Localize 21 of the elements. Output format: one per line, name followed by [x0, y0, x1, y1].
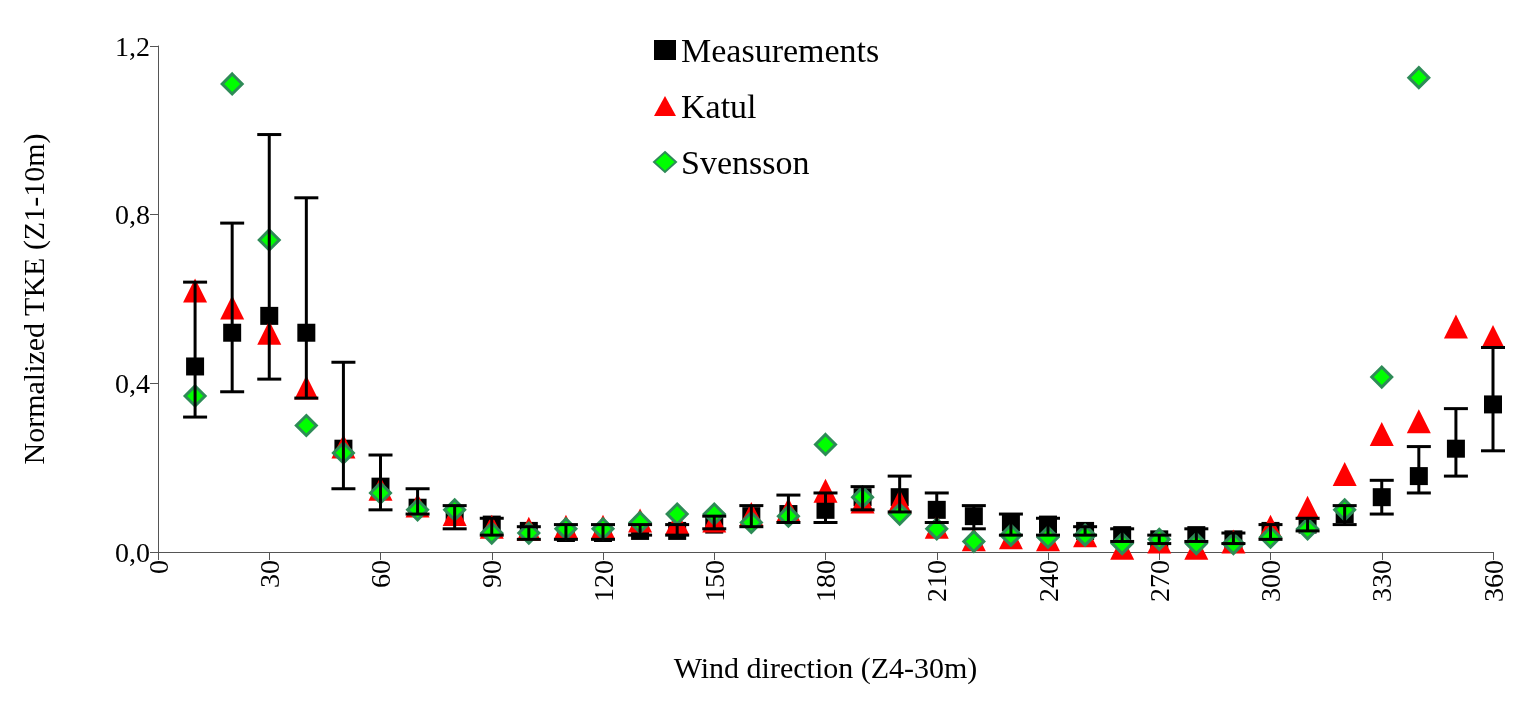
x-tick-label: 30 — [253, 560, 285, 588]
x-tick-label: 210 — [921, 560, 953, 602]
legend-label: Measurements — [681, 31, 880, 69]
y-tick-label: 1,2 — [115, 30, 150, 62]
y-tick-label: 0,0 — [115, 536, 150, 568]
x-tick-label: 90 — [476, 560, 508, 588]
x-tick-label: 270 — [1143, 560, 1175, 602]
legend-label: Svensson — [681, 143, 810, 181]
x-tick-label: 120 — [587, 560, 619, 602]
y-tick-label: 0,4 — [115, 367, 150, 399]
x-tick-label: 330 — [1366, 560, 1398, 602]
legend-label: Katul — [681, 87, 757, 125]
x-tick-label: 240 — [1032, 560, 1064, 602]
x-tick-label: 150 — [698, 560, 730, 602]
x-tick-label: 60 — [365, 560, 396, 588]
y-tick-label: 0,8 — [115, 199, 150, 231]
x-tick-label: 360 — [1477, 560, 1509, 602]
x-axis-title: Wind direction (Z4-30m) — [673, 650, 978, 685]
x-tick-label: 180 — [810, 560, 841, 602]
y-axis-title: Normalized TKE (Z1-10m) — [16, 133, 51, 465]
x-tick-label: 300 — [1255, 560, 1286, 602]
